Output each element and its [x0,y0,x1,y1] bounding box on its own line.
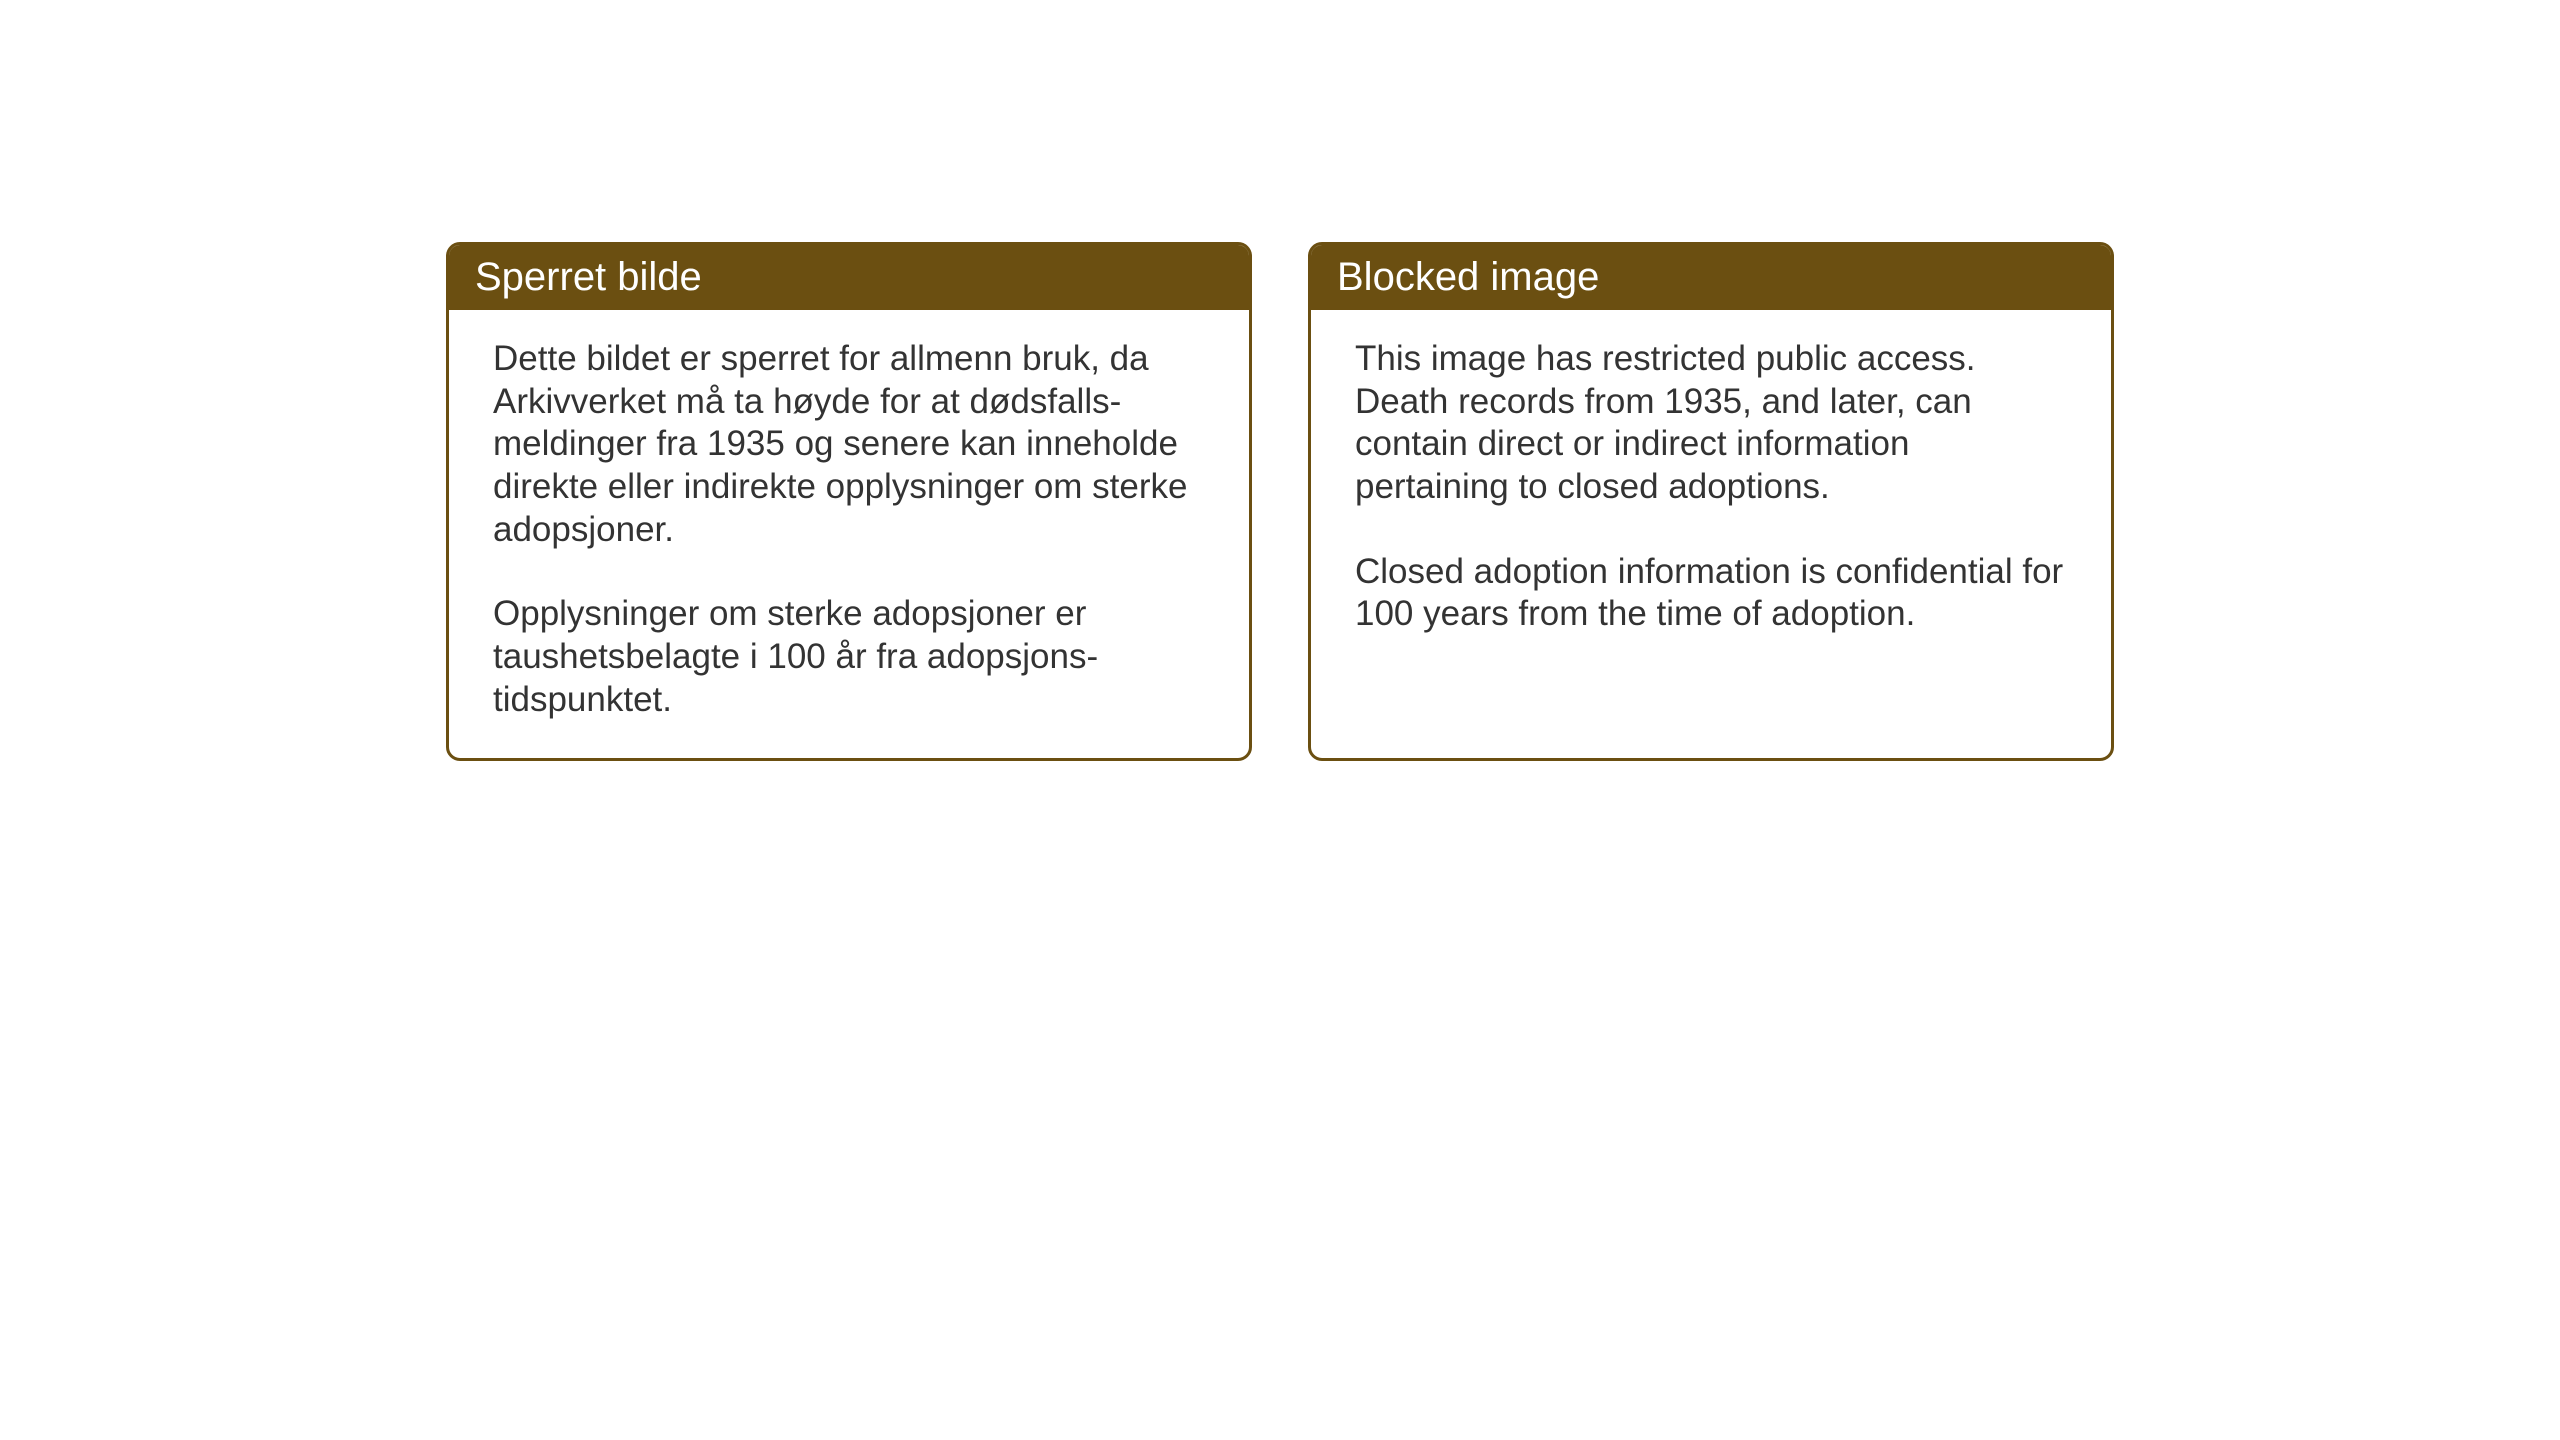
card-paragraph: Dette bildet er sperret for allmenn bruk… [493,338,1205,551]
card-paragraph: This image has restricted public access.… [1355,338,2067,509]
card-paragraph: Closed adoption information is confident… [1355,551,2067,636]
card-paragraph: Opplysninger om sterke adopsjoner er tau… [493,593,1205,721]
cards-container: Sperret bilde Dette bildet er sperret fo… [446,242,2114,761]
card-title-english: Blocked image [1311,245,2111,310]
card-norwegian: Sperret bilde Dette bildet er sperret fo… [446,242,1252,761]
card-title-norwegian: Sperret bilde [449,245,1249,310]
card-body-norwegian: Dette bildet er sperret for allmenn bruk… [449,310,1249,758]
card-english: Blocked image This image has restricted … [1308,242,2114,761]
card-body-english: This image has restricted public access.… [1311,310,2111,672]
